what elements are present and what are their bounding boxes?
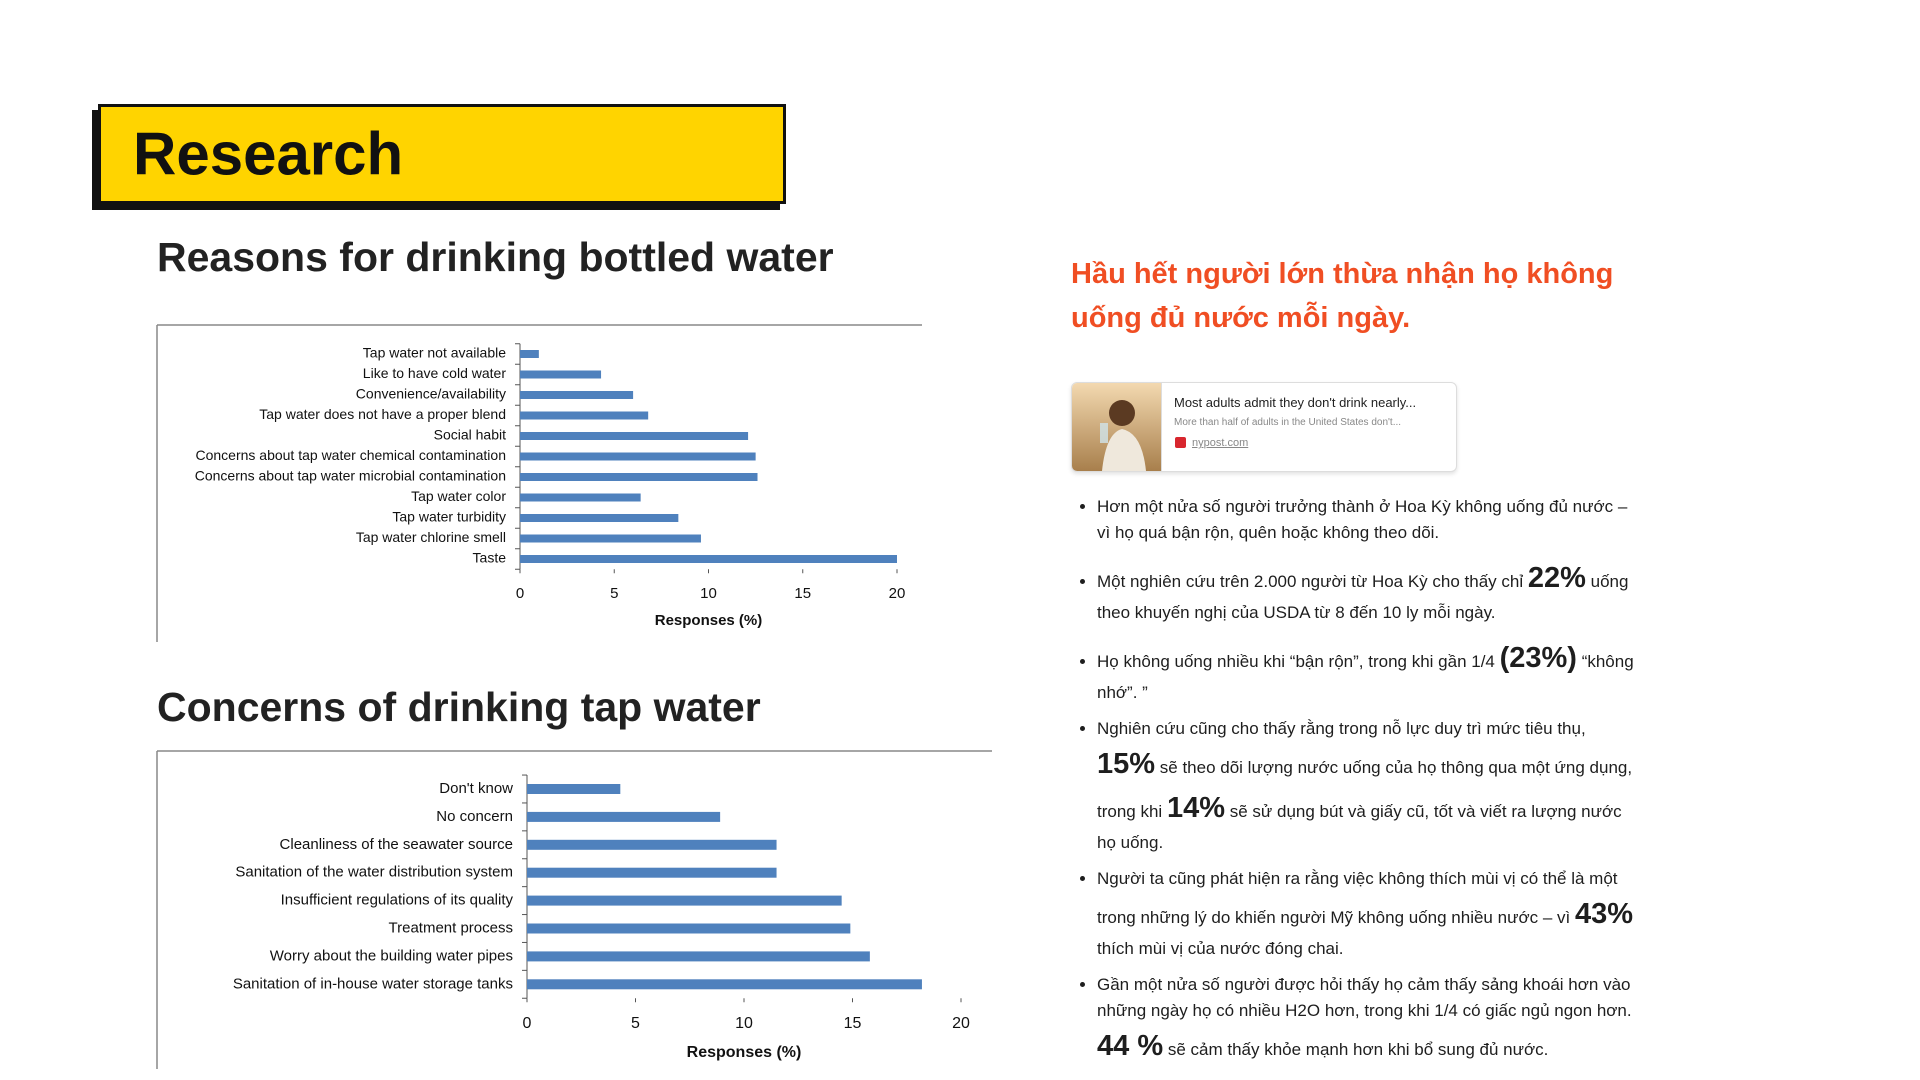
highlight-number: 44 % <box>1097 1030 1164 1062</box>
y-tick-label: Don't know <box>439 780 513 797</box>
card-source[interactable]: nypost.com <box>1192 437 1249 449</box>
bar <box>520 555 897 563</box>
x-tick-label: 0 <box>523 1015 532 1032</box>
title-tag: Research <box>98 104 786 204</box>
bar <box>520 452 756 461</box>
bar <box>527 784 621 794</box>
highlight-number: 43% <box>1574 898 1633 930</box>
bullet-text: Gần một nửa số người được hỏi thấy họ cả… <box>1097 975 1632 1020</box>
y-tick-label: Tap water chlorine smell <box>356 529 506 545</box>
bullet: Nghiên cứu cũng cho thấy rằng trong nỗ l… <box>1097 716 1642 856</box>
bar <box>520 350 539 358</box>
bullet: Người ta cũng phát hiện ra rằng việc khô… <box>1097 866 1642 962</box>
x-tick-label: 15 <box>844 1015 862 1032</box>
bullet: Họ không uống nhiều khi “bận rộn”, trong… <box>1097 636 1642 706</box>
y-tick-label: No concern <box>436 808 513 825</box>
x-axis-title: Responses (%) <box>655 612 763 629</box>
y-tick-label: Insufficient regulations of its quality <box>281 892 514 909</box>
y-tick-label: Worry about the building water pipes <box>270 947 513 964</box>
y-tick-label: Tap water not available <box>363 345 506 361</box>
y-tick-label: Like to have cold water <box>363 365 507 381</box>
bullet: Gần một nửa số người được hỏi thấy họ cả… <box>1097 972 1642 1068</box>
article-heading: Hầu hết người lớn thừa nhận họ không uốn… <box>1071 258 1614 334</box>
charts: Reasons for drinking bottled water 0 5 10 15… <box>156 234 992 1069</box>
card-description: More than half of adults in the United S… <box>1174 417 1402 428</box>
source-icon <box>1175 437 1186 448</box>
highlight-number: 22% <box>1527 562 1586 594</box>
bar <box>520 534 701 543</box>
bullet-text: “không nhớ”. ” <box>1097 652 1634 702</box>
x-tick-label: 0 <box>516 585 524 602</box>
slide-title: Research <box>133 120 404 188</box>
x-tick-label: 10 <box>700 585 717 602</box>
y-tick-label: Taste <box>473 550 507 566</box>
y-tick-label: Cleanliness of the seawater source <box>280 836 513 853</box>
chart-title: Reasons for drinking bottled water <box>157 234 834 280</box>
y-tick-label: Tap water turbidity <box>392 509 506 525</box>
bullet-text: sẽ theo dõi lượng nước uống của họ thông… <box>1097 758 1633 821</box>
x-tick-label: 10 <box>735 1015 753 1032</box>
bullet-text: sẽ sử dụng bút và giấy cũ, tốt và viết r… <box>1097 802 1622 852</box>
highlight-number: (23%) <box>1499 642 1577 674</box>
y-tick-label: Tap water does not have a proper blend <box>259 406 506 422</box>
bar <box>527 979 922 990</box>
x-tick-label: 20 <box>889 585 906 602</box>
bar <box>520 370 602 379</box>
bar <box>527 867 777 878</box>
bullet-text: uống theo khuyến nghị của USDA từ 8 đến … <box>1097 572 1629 622</box>
bullet-text: Một nghiên cứu trên 2.000 người từ Hoa K… <box>1097 572 1528 591</box>
bar <box>527 923 851 934</box>
bullet-text: Họ không uống nhiều khi “bận rộn”, trong… <box>1097 652 1500 671</box>
card-thumbnail <box>1072 383 1162 471</box>
bar <box>520 391 634 399</box>
bullet-list: Hơn một nửa số người trưởng thành ở Hoa … <box>1071 494 1642 1078</box>
y-tick-label: Sanitation of in-house water storage tan… <box>233 975 513 992</box>
bullet-text: sẽ cảm thấy khỏe mạnh hơn khi bổ sung đủ… <box>1163 1040 1549 1059</box>
x-tick-label: 5 <box>631 1015 640 1032</box>
chart-title: Concerns of drinking tap water <box>157 684 761 730</box>
y-tick-label: Treatment process <box>389 919 514 936</box>
bullet-text: Người ta cũng phát hiện ra rằng việc khô… <box>1097 869 1618 927</box>
bar <box>520 514 679 522</box>
y-tick-label: Sanitation of the water distribution sys… <box>235 864 513 881</box>
x-axis-title: Responses (%) <box>687 1044 802 1061</box>
y-tick-label: Concerns about tap water microbial conta… <box>195 468 506 484</box>
link-card[interactable]: Most adults admit they don't drink nearl… <box>1071 382 1457 472</box>
y-tick-label: Tap water color <box>411 488 506 504</box>
card-title: Most adults admit they don't drink nearl… <box>1174 395 1417 410</box>
bullet-text: Nghiên cứu cũng cho thấy rằng trong nỗ l… <box>1097 719 1586 738</box>
bar <box>520 473 758 481</box>
x-tick-label: 20 <box>952 1015 970 1032</box>
bullet-text: thích mùi vị của nước đóng chai. <box>1097 939 1344 958</box>
y-tick-label: Social habit <box>434 427 506 443</box>
article: Hầu hết người lớn thừa nhận họ không uốn… <box>1071 252 1691 1062</box>
bar <box>527 839 777 850</box>
bullet-text: Hơn một nửa số người trưởng thành ở Hoa … <box>1097 497 1628 542</box>
y-tick-label: Concerns about tap water chemical contam… <box>195 447 506 463</box>
bullet: Hơn một nửa số người trưởng thành ở Hoa … <box>1097 494 1642 546</box>
bar <box>520 432 749 440</box>
bar <box>527 895 842 906</box>
bullet: Một nghiên cứu trên 2.000 người từ Hoa K… <box>1097 556 1642 626</box>
y-tick-label: Convenience/availability <box>356 386 506 402</box>
x-tick-label: 5 <box>610 585 618 602</box>
bar <box>527 811 721 822</box>
x-tick-label: 15 <box>794 585 811 602</box>
bar <box>520 493 641 502</box>
bar <box>520 411 649 420</box>
bar <box>527 951 870 962</box>
highlight-number: 14% <box>1166 792 1225 824</box>
highlight-number: 15% <box>1097 748 1156 780</box>
